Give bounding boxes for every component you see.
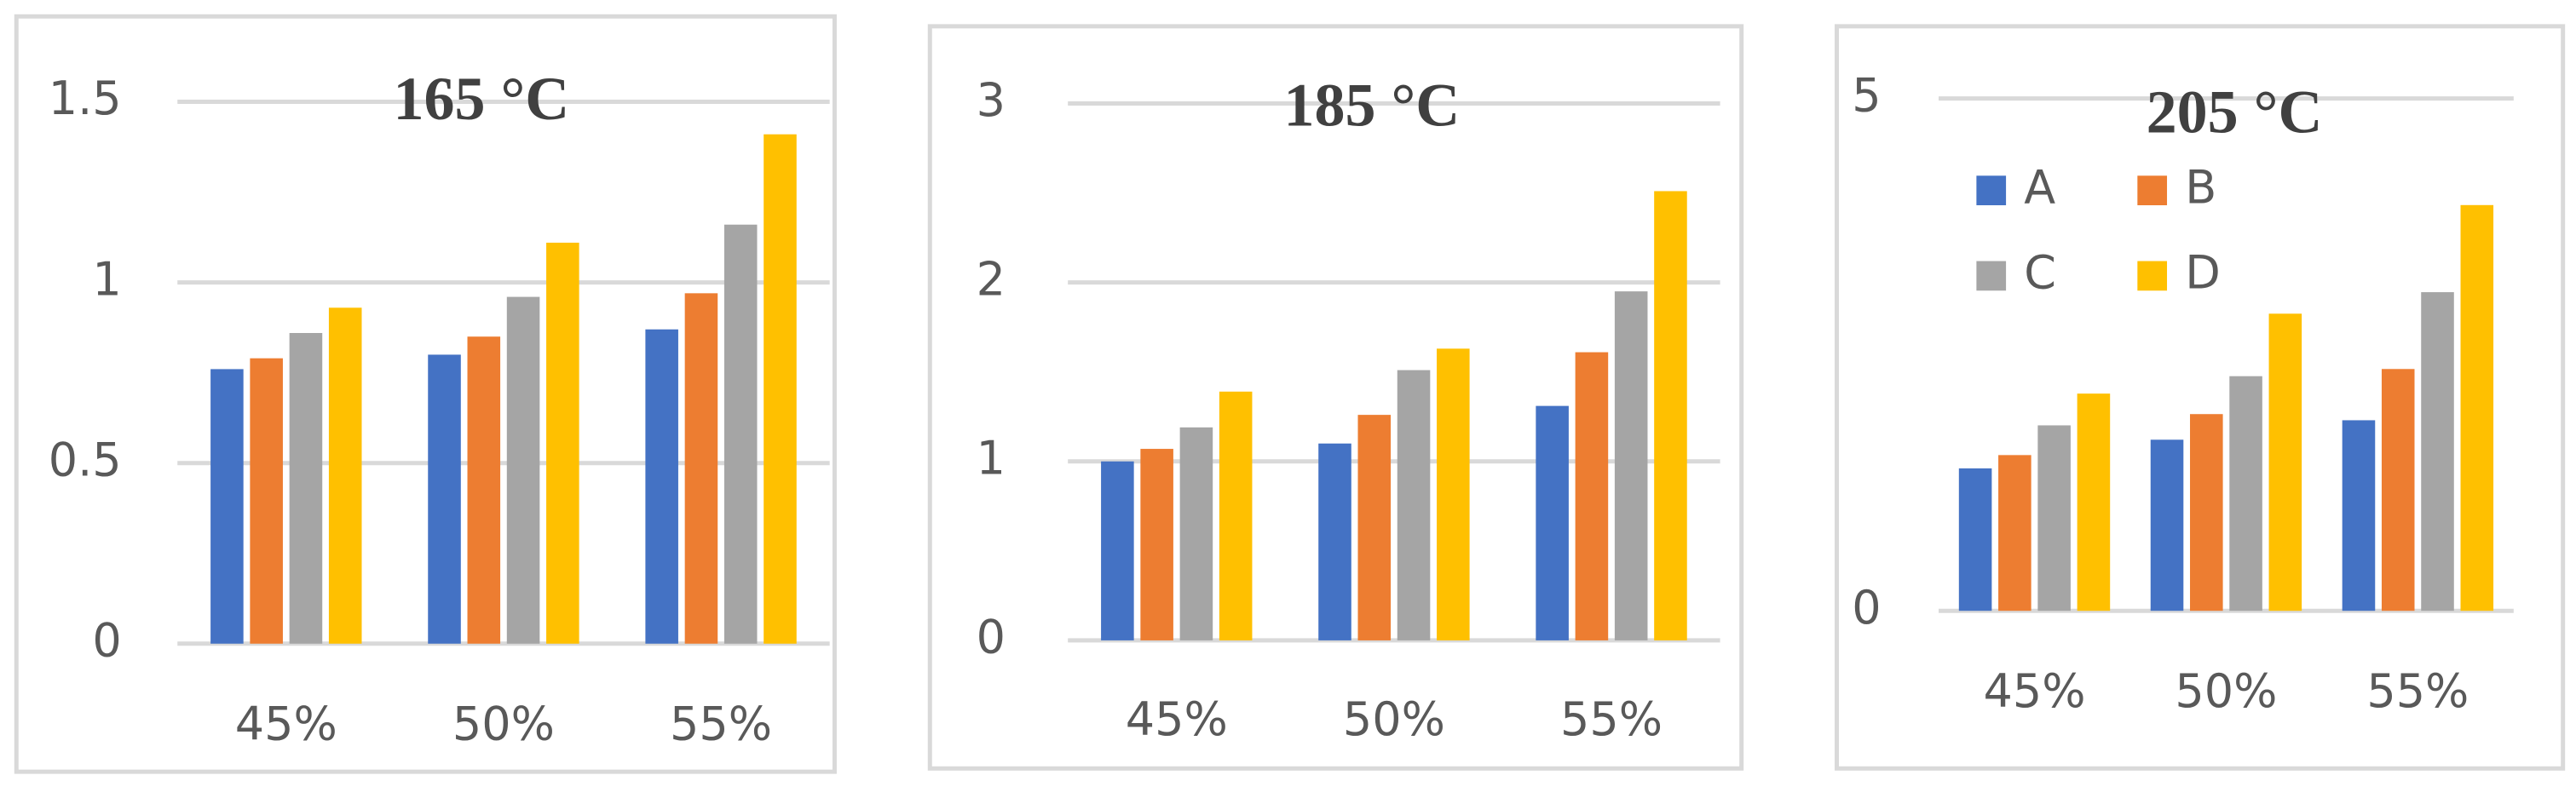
legend-label: C <box>2024 246 2056 300</box>
bar <box>1614 291 1648 640</box>
x-tick-label: 50% <box>1343 692 1445 746</box>
legend-swatch <box>1976 261 2007 291</box>
bar <box>2229 376 2262 611</box>
bar <box>1219 391 1253 640</box>
bar <box>2150 439 2184 611</box>
bar <box>2460 204 2494 611</box>
bar <box>1179 427 1213 640</box>
bar <box>1357 415 1392 640</box>
y-tick-label: 2 <box>977 252 1006 306</box>
chart-title: 205 °C <box>2147 78 2323 146</box>
legend-swatch <box>2137 175 2168 205</box>
bar <box>328 307 362 644</box>
bar <box>1437 348 1470 640</box>
bar <box>2190 414 2223 611</box>
bar <box>2381 369 2415 611</box>
bar <box>1101 461 1134 640</box>
bar <box>2421 292 2454 611</box>
x-tick-label: 55% <box>670 698 772 751</box>
bar <box>428 354 461 644</box>
bar <box>1397 370 1431 640</box>
legend-label: D <box>2185 246 2221 300</box>
y-tick-label: 0 <box>1852 581 1881 634</box>
x-tick-label: 50% <box>2175 664 2277 718</box>
bar <box>1575 352 1609 640</box>
bar <box>467 336 501 644</box>
bar <box>1654 191 1687 640</box>
x-tick-label: 45% <box>1983 664 2085 718</box>
bar <box>2077 393 2111 611</box>
x-tick-label: 45% <box>1126 692 1228 746</box>
bar <box>723 224 758 644</box>
y-tick-label: 1.5 <box>49 72 122 125</box>
y-tick-label: 0 <box>977 611 1006 664</box>
y-tick-label: 1 <box>92 252 121 306</box>
bar <box>210 369 244 644</box>
bar <box>2037 425 2071 611</box>
x-tick-label: 45% <box>235 698 337 751</box>
bar <box>645 329 678 644</box>
legend-label: B <box>2185 160 2216 214</box>
bar <box>764 134 797 644</box>
bar <box>2268 313 2302 611</box>
x-tick-label: 50% <box>452 698 555 751</box>
bar <box>1140 449 1173 640</box>
bar <box>506 296 540 644</box>
bar <box>289 332 323 644</box>
bar <box>684 293 718 644</box>
y-tick-label: 1 <box>977 431 1006 485</box>
x-tick-label: 55% <box>1560 692 1663 746</box>
y-tick-label: 0.5 <box>49 433 122 486</box>
legend-swatch <box>2137 261 2168 291</box>
chart-title: 185 °C <box>1283 72 1460 140</box>
x-tick-label: 55% <box>2366 664 2469 718</box>
y-tick-label: 5 <box>1852 68 1881 122</box>
legend-label: A <box>2024 160 2055 214</box>
bar <box>1536 405 1569 640</box>
bar <box>546 242 579 644</box>
bar <box>1998 455 2031 611</box>
bar <box>1318 443 1351 640</box>
chart-title: 165 °C <box>394 65 570 133</box>
bar <box>250 358 283 644</box>
bar <box>1958 468 1992 611</box>
y-tick-label: 3 <box>977 73 1006 127</box>
y-tick-label: 0 <box>92 613 121 667</box>
legend-swatch <box>1976 175 2007 205</box>
bar <box>2342 420 2376 611</box>
